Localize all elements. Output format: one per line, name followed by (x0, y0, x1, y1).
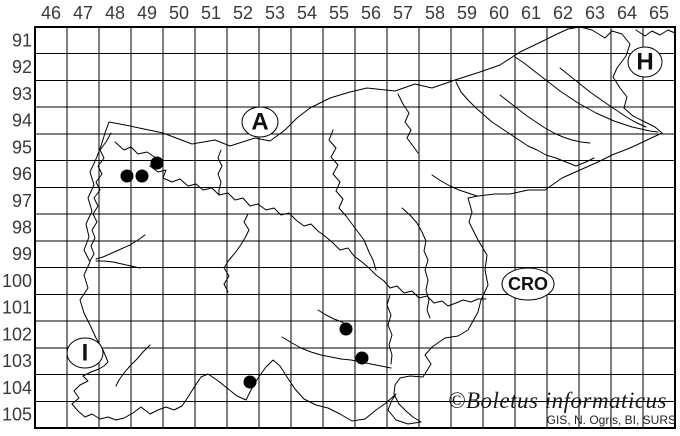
x-axis-tick-label: 65 (649, 3, 669, 23)
x-axis-tick-label: 59 (457, 3, 477, 23)
y-axis-tick-label: 103 (2, 351, 32, 371)
occurrence-dot (339, 322, 353, 336)
x-axis-tick-label: 61 (521, 3, 541, 23)
y-axis-tick-label: 91 (12, 30, 32, 50)
slovenia-border-line (71, 26, 663, 425)
occurrence-dot (150, 156, 164, 170)
y-axis-labels: 91 92 93 94 95 96 97 98 99 100 101 102 103 104 105 (2, 30, 32, 424)
y-axis-tick-label: 105 (2, 405, 32, 425)
occurrence-dot (243, 375, 257, 389)
country-label-ellipse (627, 46, 663, 78)
x-axis-tick-label: 62 (553, 3, 573, 23)
x-axis-tick-label: 51 (201, 3, 221, 23)
x-axis-tick-label: 48 (105, 3, 125, 23)
occurrence-dot (120, 169, 134, 183)
x-axis-tick-label: 57 (393, 3, 413, 23)
x-axis-tick-label: 53 (265, 3, 285, 23)
x-axis-tick-label: 63 (585, 3, 605, 23)
rivers-northeast-line (397, 29, 676, 319)
country-label-ellipse (501, 267, 555, 301)
x-axis-tick-label: 47 (73, 3, 93, 23)
rivers-sava-line (114, 129, 487, 307)
y-axis-tick-label: 96 (12, 164, 32, 184)
x-axis-tick-label: 55 (329, 3, 349, 23)
y-axis-tick-label: 101 (2, 298, 32, 318)
cartography-layer (71, 26, 676, 425)
x-axis-tick-label: 58 (425, 3, 445, 23)
y-axis-tick-label: 93 (12, 84, 32, 104)
grid-outer-border (34, 26, 676, 429)
x-axis-tick-label: 50 (169, 3, 189, 23)
y-axis-tick-label: 99 (12, 244, 32, 264)
x-axis-tick-label: 56 (361, 3, 381, 23)
x-axis-tick-label: 54 (297, 3, 317, 23)
watermark: ©Boletus informaticus (448, 388, 667, 413)
occurrence-dot (355, 351, 369, 365)
y-axis-tick-label: 97 (12, 191, 32, 211)
y-axis-tick-label: 95 (12, 137, 32, 157)
occurrence-dot (135, 169, 149, 183)
y-axis-tick-label: 102 (2, 324, 32, 344)
mtb-grid (34, 26, 676, 429)
y-axis-tick-label: 98 (12, 217, 32, 237)
country-label-ellipse (66, 337, 104, 369)
neighbor-country-labels: A H CRO I (66, 46, 663, 369)
country-label-text: I (82, 340, 89, 367)
y-axis-tick-label: 92 (12, 57, 32, 77)
y-axis-tick-label: 104 (2, 378, 32, 398)
rivers-south-line (281, 294, 393, 369)
x-axis-tick-label: 64 (617, 3, 637, 23)
rivers-west-line (89, 132, 151, 387)
x-axis-labels: 46 47 48 49 50 51 52 53 54 55 56 57 58 59 60 61 62 63 64 65 (41, 3, 669, 23)
country-label-text: A (251, 109, 268, 136)
x-axis-tick-label: 49 (137, 3, 157, 23)
x-axis-tick-label: 52 (233, 3, 253, 23)
y-axis-tick-label: 94 (12, 111, 32, 131)
x-axis-tick-label: 60 (489, 3, 509, 23)
x-axis-tick-label: 46 (41, 3, 61, 23)
y-axis-tick-label: 100 (2, 271, 32, 291)
country-label-text: CRO (508, 274, 548, 294)
country-label-ellipse (241, 106, 279, 138)
country-label-text: H (636, 49, 653, 76)
occurrence-points (120, 156, 369, 389)
attribution: GIS, N. Ogris, BI, SURS (547, 413, 676, 427)
